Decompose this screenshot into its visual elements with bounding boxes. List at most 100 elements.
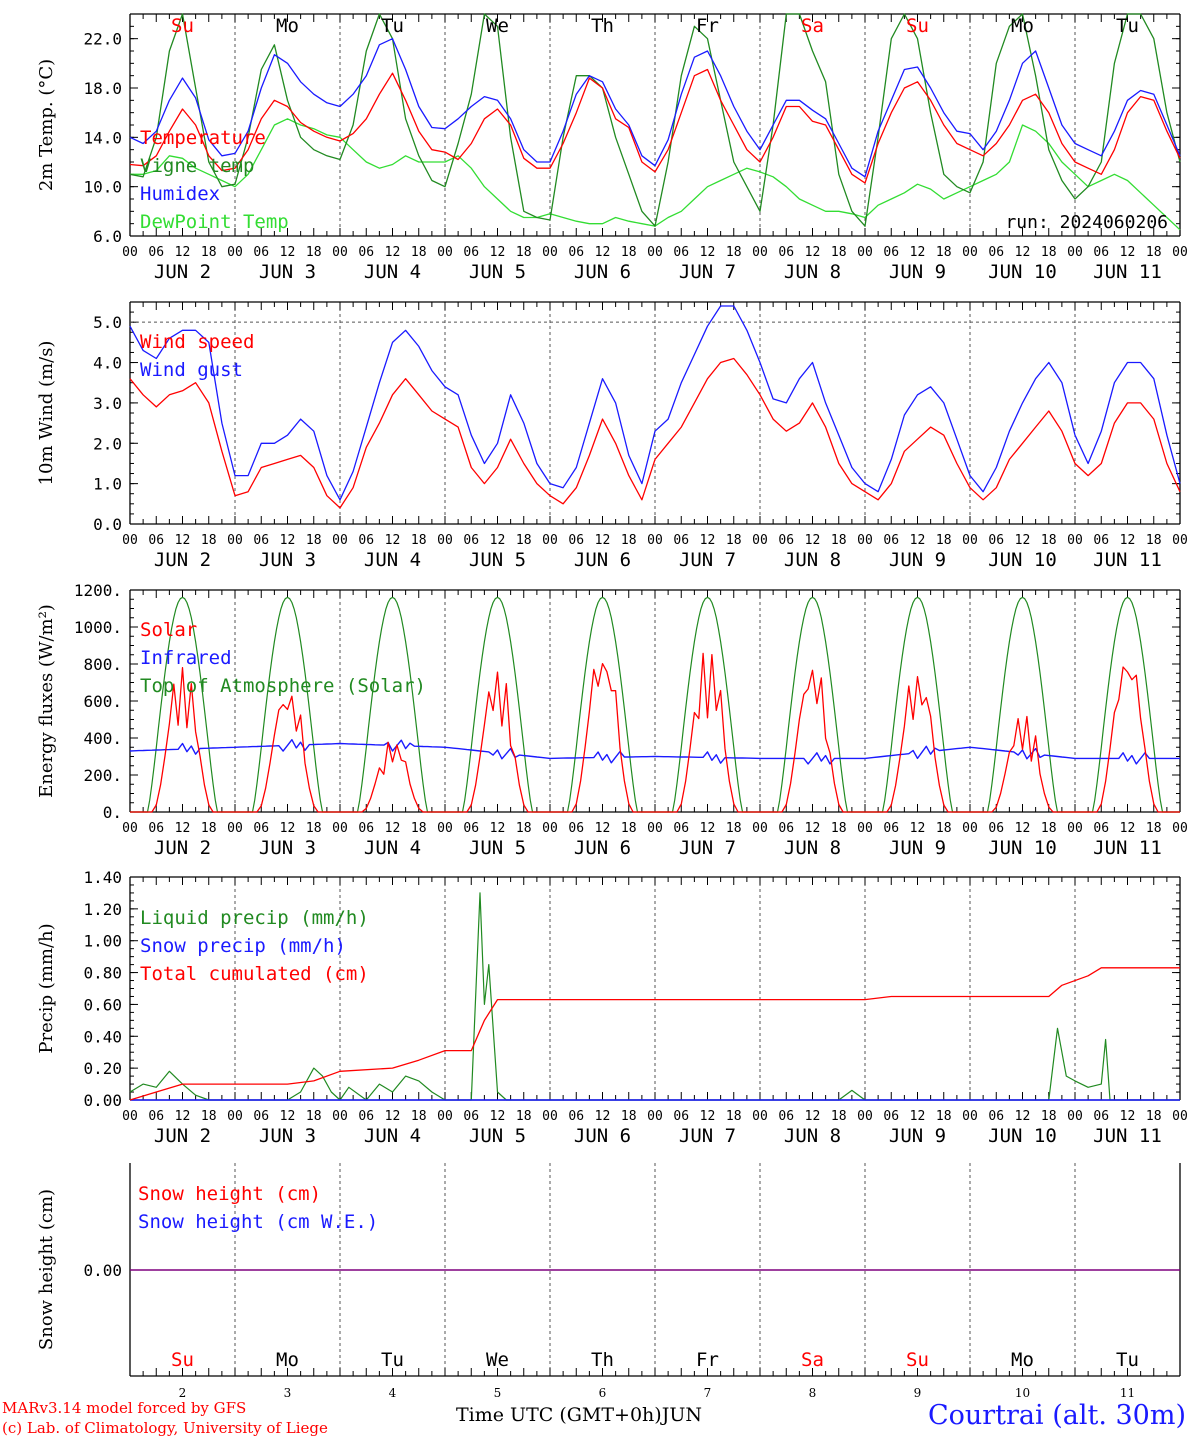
hour-tick-label: 12 [280,1109,296,1124]
panel-wind: 0.0 1.0 2.0 3.0 4.0 5.0 10m Wind (m/s) 00 06 12 18… [36,301,1188,571]
hour-tick-label: 18 [936,1109,952,1124]
hour-tick-label: 06 [673,245,689,260]
hour-tick-label: 06 [568,533,584,548]
hour-tick-label: 06 [988,821,1004,836]
legend-liquid-precip-mm-h-: Liquid precip (mm/h) [140,907,369,929]
time-axis-label: Time UTC (GMT+0h)JUN [456,1404,702,1426]
hour-tick-label: 00 [962,533,978,548]
hour-tick-label: 18 [411,821,427,836]
hour-tick-label: 06 [358,245,374,260]
day-of-week-label: Fr [696,15,719,37]
hour-tick-label: 00 [857,533,873,548]
hour-tick-label: 18 [726,245,742,260]
legend-wind-speed: Wind speed [140,331,254,353]
day-date-label: 8 [809,1386,817,1400]
hour-tick-label: 06 [358,821,374,836]
day-of-week-label: We [486,1349,509,1371]
hour-tick-label: 06 [883,533,899,548]
day-date-label: JUN 7 [679,1125,736,1147]
hour-tick-label: 00 [1172,1109,1188,1124]
hour-tick-label: 06 [568,1109,584,1124]
hour-tick-label: 12 [700,533,716,548]
hour-tick-label: 12 [910,533,926,548]
panel-precip: 0.00 0.20 0.40 0.60 0.80 1.00 1.20 1.40 Precip (… [36,868,1188,1147]
hour-tick-label: 18 [1041,1109,1057,1124]
hour-tick-label: 18 [831,533,847,548]
y-tick-label: 400. [83,729,122,748]
hour-tick-label: 18 [726,1109,742,1124]
hour-tick-label: 12 [490,1109,506,1124]
hour-tick-label: 18 [621,533,637,548]
y-tick-label: 22.0 [83,30,122,49]
day-date-label: 4 [389,1386,397,1400]
day-date-label: JUN 4 [364,837,421,859]
y-tick-label: 0.00 [83,1091,122,1110]
hour-tick-label: 00 [122,1109,138,1124]
day-date-label: 5 [494,1386,502,1400]
day-date-label: JUN 10 [988,1125,1057,1147]
legend-temperature: Temperature [140,127,266,149]
legend-total-cumulated-cm-: Total cumulated (cm) [140,963,369,985]
hour-tick-label: 18 [411,533,427,548]
hour-tick-label: 18 [621,1109,637,1124]
series-line-temperature [129,68,1181,184]
hour-tick-label: 18 [831,821,847,836]
run-label: run: 2024060206 [1005,212,1168,233]
y-tick-label: 0. [103,803,122,822]
hour-tick-label: 06 [673,1109,689,1124]
hour-tick-label: 06 [463,1109,479,1124]
hour-tick-label: 00 [1172,533,1188,548]
hour-tick-label: 18 [516,821,532,836]
hour-tick-label: 12 [805,821,821,836]
hour-tick-label: 00 [332,245,348,260]
hour-tick-label: 06 [1093,821,1109,836]
day-date-label: JUN 8 [784,1125,841,1147]
hour-tick-label: 12 [595,1109,611,1124]
hour-tick-label: 00 [437,533,453,548]
y-axis-label: Energy fluxes (W/m²) [36,604,57,798]
hour-tick-label: 12 [1120,245,1136,260]
hour-tick-label: 18 [936,245,952,260]
day-date-label: JUN 3 [259,837,316,859]
hour-tick-label: 06 [148,1109,164,1124]
hour-tick-label: 06 [778,533,794,548]
hour-tick-label: 06 [1093,245,1109,260]
hour-tick-label: 18 [831,245,847,260]
day-of-week-label: Mo [276,15,299,37]
y-tick-label: 0.40 [83,1027,122,1046]
hour-tick-label: 06 [148,821,164,836]
hour-tick-label: 06 [883,245,899,260]
legend-vigne-temp: Vigne temp [140,155,254,177]
hour-tick-label: 00 [437,245,453,260]
hour-tick-label: 00 [962,245,978,260]
series-line-wind-speed [129,357,1181,509]
hour-tick-label: 18 [516,1109,532,1124]
hour-tick-label: 00 [227,1109,243,1124]
hour-tick-label: 00 [332,821,348,836]
hour-tick-label: 18 [1146,533,1162,548]
day-date-label: JUN 11 [1093,1125,1162,1147]
y-tick-label: 6.0 [93,227,122,246]
hour-tick-label: 06 [883,821,899,836]
hour-tick-label: 00 [647,533,663,548]
day-date-label: JUN 7 [679,261,736,283]
legend-solar: Solar [140,619,197,641]
hour-tick-label: 12 [700,1109,716,1124]
hour-tick-label: 12 [805,245,821,260]
series-line-infrared [129,739,1180,765]
day-date-label: JUN 6 [574,261,631,283]
day-date-label: JUN 8 [784,837,841,859]
hour-tick-label: 12 [805,1109,821,1124]
hour-tick-label: 12 [910,245,926,260]
day-date-label: JUN 9 [889,549,946,571]
y-tick-label: 4.0 [93,354,122,373]
hour-tick-label: 00 [542,533,558,548]
day-date-label: 9 [914,1386,922,1400]
hour-tick-label: 06 [988,533,1004,548]
day-of-week-label: Tu [381,15,404,37]
hour-tick-label: 06 [253,245,269,260]
day-date-label: JUN 10 [988,261,1057,283]
hour-tick-label: 06 [988,245,1004,260]
hour-tick-label: 06 [1093,1109,1109,1124]
day-date-label: JUN 7 [679,837,736,859]
